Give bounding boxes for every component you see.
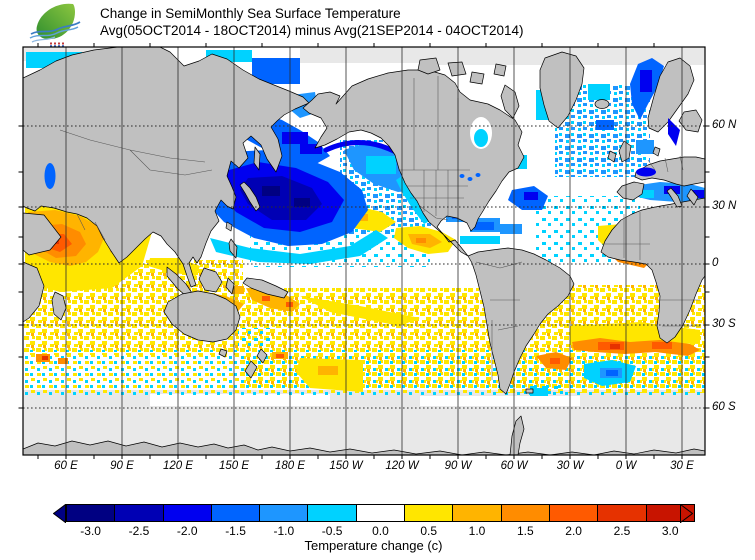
lon-tick-label: 180 E [274, 460, 306, 472]
colorbar-segment: -3.0 [66, 504, 116, 538]
lon-tick-label: 60 W [500, 460, 528, 472]
figure-title-block: Change in SemiMonthly Sea Surface Temper… [100, 5, 523, 39]
lon-tick-label: 150 E [218, 460, 250, 472]
colorbar-segment: -2.5 [114, 504, 164, 538]
colorbar-tick-label: 0.5 [420, 524, 438, 538]
grid-lines [23, 47, 705, 455]
antarctica [23, 415, 705, 455]
country-borders [59, 76, 700, 380]
colorbar-segment: -1.0 [259, 504, 309, 538]
colorbar-segment: -1.5 [210, 504, 261, 538]
agency-logo [29, 3, 81, 47]
lon-tick-label: 60 E [54, 460, 78, 472]
lon-tick-label: 90 E [110, 460, 134, 472]
lat-tick-label: 60 S [712, 401, 736, 413]
longitude-axis-labels: 60 E 90 E 120 E 150 E 180 E 150 W 120 W 90 W 60 … [38, 460, 710, 472]
colorbar-tick-label: 1.5 [516, 524, 534, 538]
lon-tick-label: 30 W [556, 460, 584, 472]
colorbar-segment: 1.0 [452, 504, 502, 538]
colorbar-tick-label: 2.0 [565, 524, 582, 538]
colorbar-right-arrow [680, 503, 693, 523]
colorbar-tick-label: -1.0 [273, 524, 295, 538]
figure-subtitle: Avg(05OCT2014 - 18OCT2014) minus Avg(21S… [100, 23, 524, 38]
colorbar-tick-label: -3.0 [80, 524, 101, 538]
figure-title: Change in SemiMonthly Sea Surface Temper… [100, 6, 401, 21]
lon-tick-label: 30 E [670, 460, 694, 472]
lat-tick-label: 30 S [712, 318, 736, 330]
colorbar-left-arrow [53, 503, 66, 523]
colorbar-tick-label: 2.5 [613, 524, 631, 538]
lat-tick-label: 0 [712, 257, 719, 269]
axis-ticks [18, 43, 710, 459]
colorbar-tick-label: 3.0 [661, 524, 679, 538]
lat-tick-label: 30 N [712, 200, 737, 212]
inland-waters [44, 117, 680, 189]
map-frame [22, 46, 706, 456]
colorbar-tick-label: 0.0 [372, 524, 389, 538]
colorbar-caption: Temperature change (c) [304, 538, 443, 553]
land-masses [23, 47, 705, 395]
colorbar-segment: 0.0 [355, 504, 406, 538]
colorbar-segment: 2.0 [548, 504, 599, 538]
colorbar: -3.0 -2.5 -2.0 -1.5 -1.0 -0.5 0.0 0.5 1.… [66, 504, 695, 538]
lon-tick-label: 120 E [162, 460, 194, 472]
lon-tick-label: 90 W [444, 460, 472, 472]
colorbar-segment: -0.5 [307, 504, 357, 538]
colorbar-segment: 0.5 [404, 504, 454, 538]
lat-tick-label: 60 N [712, 119, 737, 131]
colorbar-segment: 1.5 [500, 504, 550, 538]
colorbar-tick-label: 1.0 [468, 524, 486, 538]
colorbar-segment: -2.0 [162, 504, 212, 538]
lon-tick-label: 150 W [329, 460, 363, 472]
lon-tick-label: 0 W [615, 460, 637, 472]
colorbar-tick-label: -1.5 [225, 524, 246, 538]
colorbar-tick-label: -2.5 [128, 524, 150, 538]
colorbar-tick-label: -2.0 [176, 524, 198, 538]
colorbar-tick-label: -0.5 [321, 524, 343, 538]
logo-caption-marks [50, 42, 64, 47]
colorbar-segment: 2.5 [597, 504, 647, 538]
lon-tick-label: 120 W [385, 460, 419, 472]
